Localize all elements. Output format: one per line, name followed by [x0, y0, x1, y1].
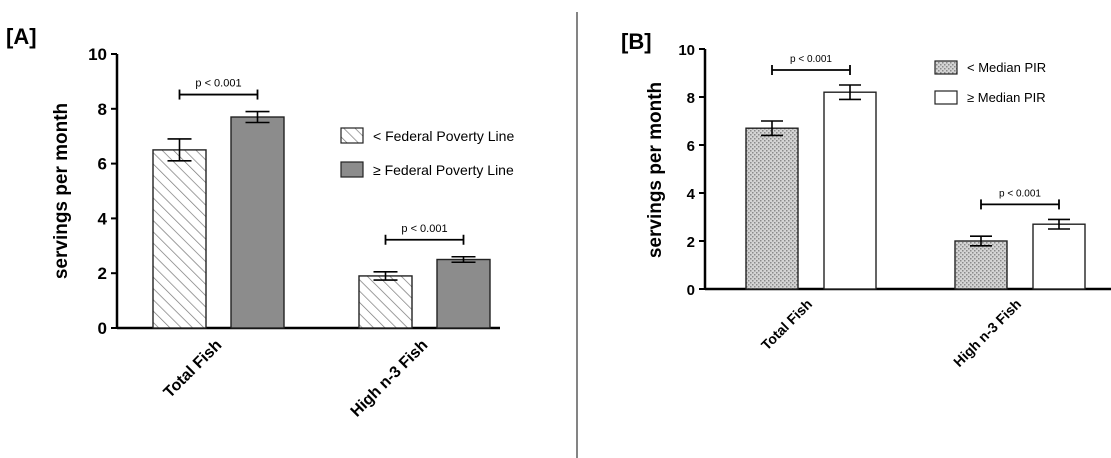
y-tick-label: 4	[687, 186, 696, 203]
legend-label: ≥ Federal Poverty Line	[373, 162, 514, 178]
bar-below-high-n3-fish	[954, 240, 1008, 290]
category-label: Total Fish	[161, 337, 226, 402]
p-value-annotation: p < 0.001	[999, 188, 1041, 199]
p-value-annotation: p < 0.001	[401, 223, 447, 235]
category-label: High n-3 Fish	[348, 337, 432, 421]
y-tick-label: 6	[687, 138, 695, 155]
category-label: High n-3 Fish	[950, 296, 1024, 370]
p-value-annotation: p < 0.001	[790, 54, 832, 65]
p-value-annotation: p < 0.001	[195, 78, 241, 90]
bar-above-total-fish	[823, 91, 877, 290]
panel-label-b: [B]	[621, 29, 652, 54]
annotations-b: p < 0.001 p < 0.001	[771, 54, 1060, 210]
legend-swatch	[934, 90, 958, 105]
y-tick-label: 2	[98, 264, 107, 283]
category-labels-b: Total Fish High n-3 Fish	[758, 296, 1024, 370]
bar-below-total-fish	[745, 127, 799, 290]
y-tick-label: 6	[98, 155, 107, 174]
y-axis-label-a: servings per month	[51, 103, 72, 279]
bar-above-high-n3-fish	[436, 258, 491, 329]
y-axis-label-b: servings per month	[645, 82, 666, 258]
chart-panel-b: [B] servings per month 0 2 4 6 8 10 p < 0.001…	[621, 29, 1111, 370]
bars-a	[152, 110, 491, 329]
legend-label: ≥ Median PIR	[967, 90, 1046, 105]
legend-a: < Federal Poverty Line ≥ Federal Poverty …	[340, 127, 514, 178]
bars-b	[745, 84, 1086, 290]
y-tick-label: 0	[98, 319, 107, 338]
bar-above-total-fish	[230, 116, 285, 329]
y-tick-label: 10	[88, 45, 107, 64]
legend-swatch	[340, 161, 364, 178]
chart-panel-a: [A] servings per month 0 2 4 6 8 10 p < 0.001…	[6, 24, 514, 420]
y-tick-label: 8	[98, 100, 107, 119]
y-tick-label: 0	[687, 282, 695, 299]
annotations-a: p < 0.001 p < 0.001	[178, 78, 465, 245]
category-label: Total Fish	[758, 296, 815, 353]
bar-below-total-fish	[152, 149, 207, 329]
category-labels-a: Total Fish High n-3 Fish	[161, 337, 432, 421]
legend-label: < Median PIR	[967, 60, 1046, 75]
legend-b: < Median PIR ≥ Median PIR	[934, 60, 1046, 105]
y-tick-label: 8	[687, 90, 695, 107]
y-tick-label: 10	[678, 42, 695, 59]
legend-swatch	[934, 60, 958, 75]
legend-label: < Federal Poverty Line	[373, 128, 514, 144]
y-tick-label: 2	[687, 234, 695, 251]
panel-label-a: [A]	[6, 24, 37, 49]
bar-above-high-n3-fish	[1032, 223, 1086, 290]
bar-below-high-n3-fish	[358, 275, 413, 329]
y-tick-label: 4	[98, 209, 108, 228]
legend-swatch	[340, 127, 364, 144]
